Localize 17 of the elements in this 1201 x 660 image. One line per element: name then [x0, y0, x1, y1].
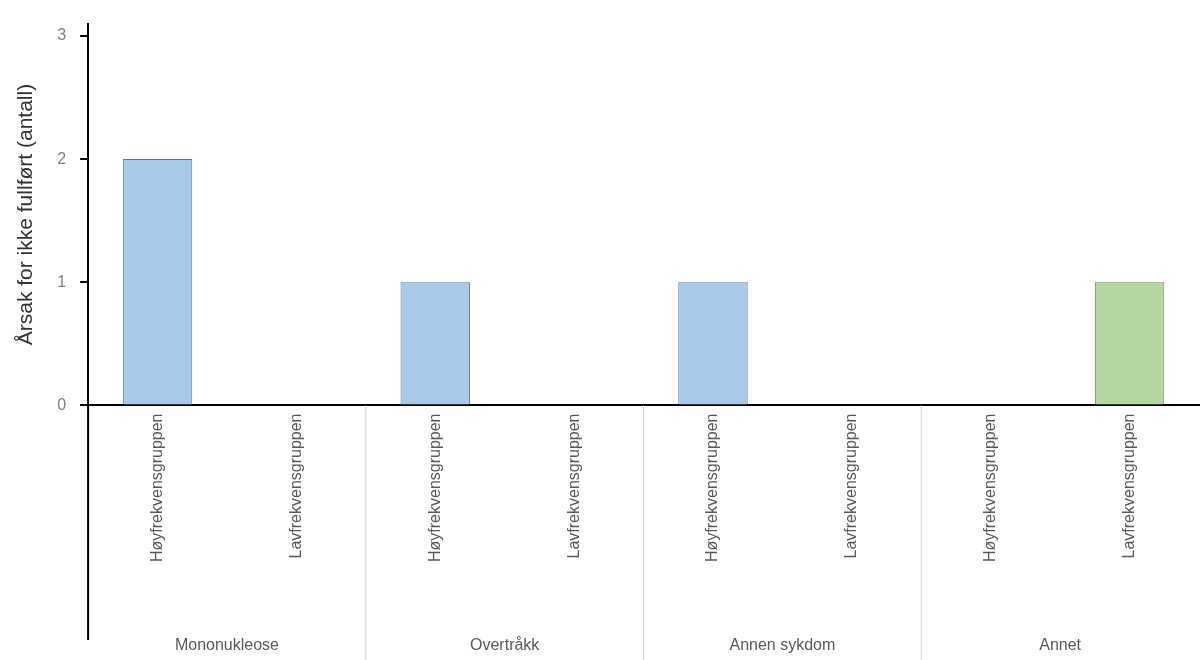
x-tick-label: Lavfrekvensgruppen	[564, 413, 582, 559]
x-tick-label: Høyfrekvensgruppen	[147, 413, 165, 562]
text: Overtråkk	[470, 636, 541, 654]
text: Mononukleose	[174, 636, 280, 654]
x-tick-label: Lavfrekvensgruppen	[286, 413, 304, 559]
y-tick-label: 2	[57, 149, 67, 167]
x-tick-label: Høyfrekvensgruppen	[981, 413, 999, 562]
x-tick-label: Høyfrekvensgruppen	[425, 413, 443, 562]
y-axis-title: Årsak for ikke fullført (antall)	[13, 83, 37, 346]
y-tick-label: 3	[57, 26, 67, 44]
text: Annet	[1039, 636, 1082, 654]
y-tick-label: 1	[57, 272, 67, 290]
x-tick-label: Lavfrekvensgruppen	[1119, 413, 1137, 559]
y-tick-label: 0	[57, 395, 67, 413]
x-tick-label: Lavfrekvensgruppen	[842, 413, 860, 559]
text: Annen sykdom	[729, 636, 836, 654]
x-tick-label: Høyfrekvensgruppen	[703, 413, 721, 562]
